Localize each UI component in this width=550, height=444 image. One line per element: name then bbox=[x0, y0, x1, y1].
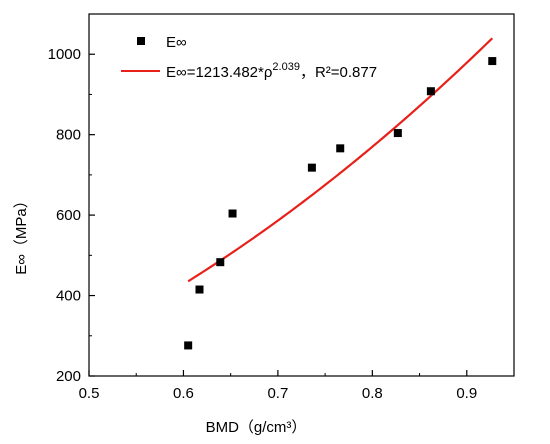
x-tick-label: 0.9 bbox=[456, 385, 477, 402]
data-point bbox=[307, 163, 316, 172]
y-tick-label: 400 bbox=[56, 288, 81, 305]
plot-frame bbox=[88, 13, 515, 377]
scatter-points bbox=[184, 57, 497, 350]
legend-label-fit: E∞=1213.482*ρ2.039，R²=0.877 bbox=[166, 61, 377, 81]
data-point bbox=[184, 341, 193, 350]
y-axis: 200 400 600 800 1000 bbox=[48, 13, 95, 385]
y-tick-label: 600 bbox=[56, 207, 81, 224]
x-axis-title: BMD（g/cm³） bbox=[206, 419, 307, 436]
y-axis-title: E∞（MPa） bbox=[13, 193, 30, 275]
data-point bbox=[488, 57, 497, 66]
data-point bbox=[195, 285, 204, 294]
y-tick-label: 200 bbox=[56, 368, 81, 385]
y-tick-label: 1000 bbox=[48, 46, 81, 63]
plot-border bbox=[88, 13, 515, 377]
data-point bbox=[336, 144, 345, 153]
legend-marker-scatter bbox=[137, 37, 145, 45]
data-point bbox=[426, 87, 435, 96]
x-axis: 0.5 0.6 0.7 0.8 0.9 bbox=[79, 370, 477, 402]
x-tick-label: 0.6 bbox=[173, 385, 194, 402]
data-point bbox=[228, 209, 237, 218]
legend: E∞ E∞=1213.482*ρ2.039，R²=0.877 bbox=[121, 34, 377, 81]
data-point bbox=[216, 258, 225, 267]
x-tick-label: 0.5 bbox=[79, 385, 100, 402]
fit-curve bbox=[187, 37, 494, 283]
y-tick-label: 800 bbox=[56, 127, 81, 144]
legend-label-scatter: E∞ bbox=[166, 34, 187, 51]
x-tick-label: 0.7 bbox=[267, 385, 288, 402]
data-point bbox=[393, 129, 402, 138]
fit-curve-layer bbox=[187, 37, 494, 283]
x-tick-label: 0.8 bbox=[362, 385, 383, 402]
